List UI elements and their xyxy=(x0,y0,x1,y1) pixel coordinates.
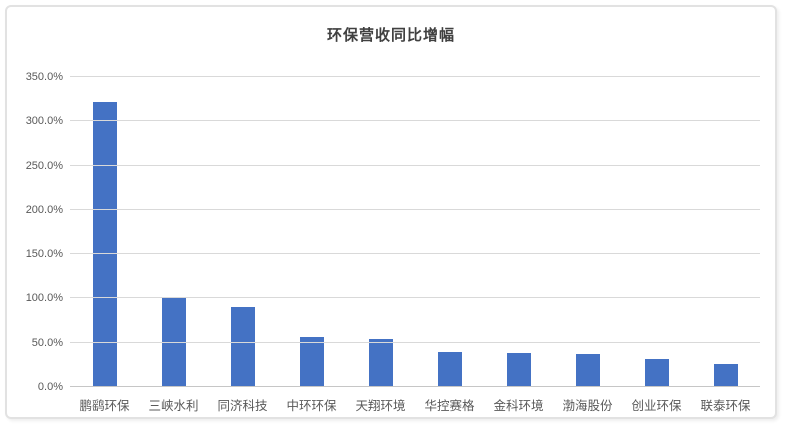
y-axis-tick-label: 50.0% xyxy=(31,336,63,349)
y-axis-tick-label: 250.0% xyxy=(25,159,63,172)
y-axis-tick-label: 300.0% xyxy=(25,115,63,128)
plot-area: 鹏鹞环保 三峡水利 同济科技 中环环保 天翔环境 华控赛格 金科环境 渤海股份 创业环保 联泰环保… xyxy=(26,71,760,413)
bar xyxy=(506,353,531,387)
bar-slot: 渤海股份 xyxy=(553,77,622,413)
x-axis-category-label: 联泰环保 xyxy=(700,399,751,413)
y-axis-tick-label: 100.0% xyxy=(25,292,63,305)
y-axis-tick-label: 150.0% xyxy=(25,248,63,261)
bar xyxy=(230,307,255,387)
x-axis-category-label: 三峡水利 xyxy=(148,399,199,413)
bar-slot: 天翔环境 xyxy=(346,77,415,413)
bar xyxy=(92,101,117,387)
x-axis-category-label: 同济科技 xyxy=(217,399,268,413)
y-axis-tick-label: 0.0% xyxy=(37,381,63,393)
bar xyxy=(299,336,324,387)
x-axis-category-label: 金科环境 xyxy=(493,399,544,413)
bar-slot: 创业环保 xyxy=(622,77,691,413)
bar-slot: 同济科技 xyxy=(208,77,277,413)
x-axis-category-label: 鹏鹞环保 xyxy=(79,399,130,413)
bar xyxy=(644,358,669,387)
y-axis-tick-label: 350.0% xyxy=(25,71,63,83)
bar xyxy=(437,351,462,387)
x-axis-category-label: 华控赛格 xyxy=(424,399,475,413)
bar xyxy=(713,363,738,387)
x-axis-line xyxy=(70,386,760,387)
bar-slot: 华控赛格 xyxy=(415,77,484,413)
x-axis-category-label: 渤海股份 xyxy=(562,399,613,413)
bar-slot: 三峡水利 xyxy=(139,77,208,413)
bar xyxy=(368,339,393,387)
gridline xyxy=(70,120,760,122)
x-axis-category-label: 创业环保 xyxy=(631,399,682,413)
gridline xyxy=(70,297,760,299)
bar-series: 鹏鹞环保 三峡水利 同济科技 中环环保 天翔环境 华控赛格 金科环境 渤海股份 创业环保 联泰环保 xyxy=(70,77,760,413)
bar xyxy=(575,354,600,387)
bar-slot: 联泰环保 xyxy=(691,77,760,413)
x-axis-category-label: 天翔环境 xyxy=(355,399,406,413)
bar xyxy=(161,298,186,387)
bar-slot: 金科环境 xyxy=(484,77,553,413)
chart-panel: 环保营收同比增幅 鹏鹞环保 三峡水利 同济科技 中环环保 天翔环境 华控赛格 金科环境 渤海股… xyxy=(5,5,777,419)
x-axis-category-label: 中环环保 xyxy=(286,399,337,413)
gridline xyxy=(70,253,760,255)
gridline xyxy=(70,341,760,343)
gridline xyxy=(70,208,760,210)
gridline xyxy=(70,76,760,77)
y-axis-tick-label: 200.0% xyxy=(25,203,63,216)
chart-title: 环保营收同比增幅 xyxy=(326,27,455,44)
gridline xyxy=(70,164,760,166)
bar-slot: 中环环保 xyxy=(277,77,346,413)
bar-slot: 鹏鹞环保 xyxy=(70,77,139,413)
